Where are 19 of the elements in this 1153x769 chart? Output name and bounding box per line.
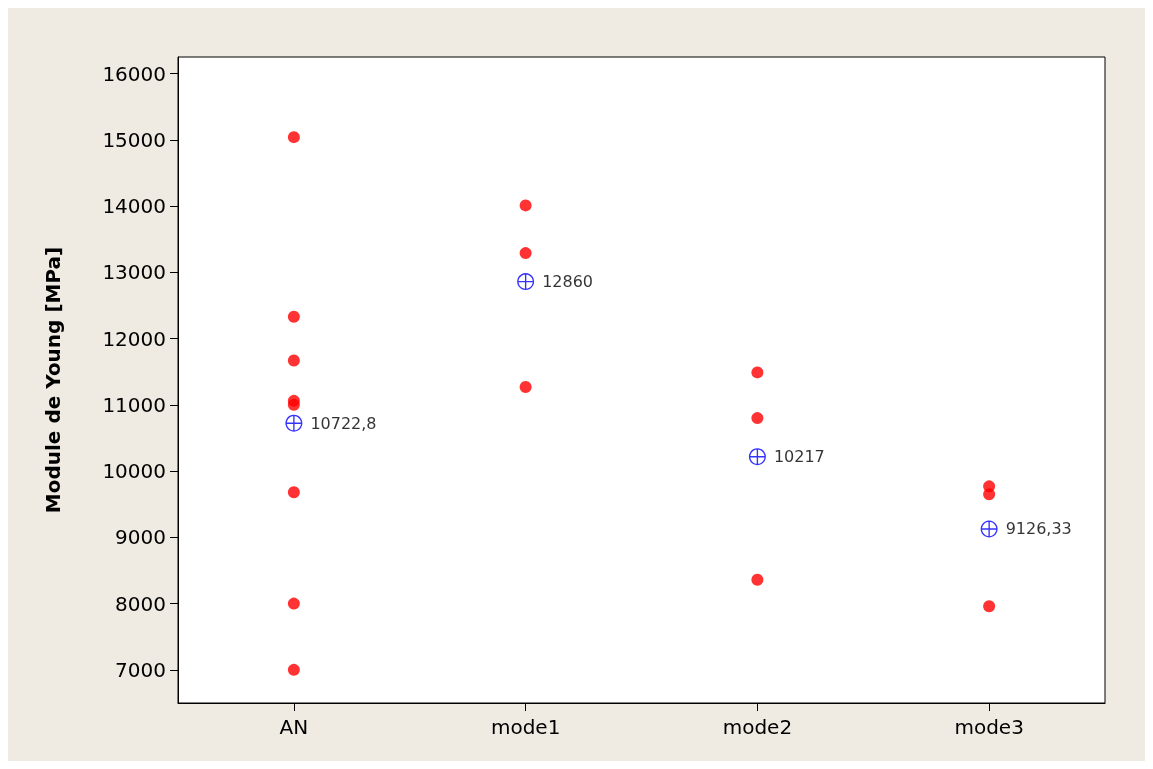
y-tick-label: 12000	[102, 326, 166, 351]
y-tick-label: 7000	[115, 657, 166, 682]
y-tick-label: 10000	[102, 459, 166, 484]
y-tick-label: 8000	[115, 591, 166, 616]
y-axis-title: Module de Young [MPa]	[41, 246, 65, 514]
y-tick-label: 15000	[102, 127, 166, 152]
x-tick-label: mode2	[722, 715, 793, 739]
data-label: 10722,8	[310, 413, 377, 433]
x-tick-label: mode1	[490, 715, 561, 739]
data-label: 12860	[542, 272, 594, 292]
y-tick-label: 9000	[115, 525, 166, 550]
y-tick-label: 14000	[102, 194, 166, 219]
y-tick-label: 11000	[102, 392, 166, 417]
data-label: 9126,33	[1005, 519, 1072, 539]
data-label: 10217	[773, 447, 825, 467]
y-tick-label: 16000	[102, 61, 166, 86]
x-tick-label: AN	[279, 715, 309, 739]
y-tick-label: 13000	[102, 260, 166, 285]
x-tick-label: mode3	[954, 715, 1024, 739]
